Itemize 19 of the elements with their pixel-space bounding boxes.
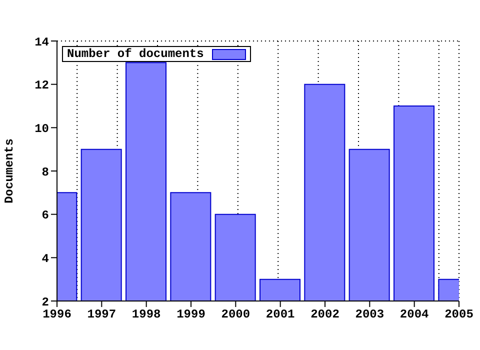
- x-tick-label: 2002: [310, 308, 340, 322]
- y-axis-title: Documents: [2, 138, 16, 204]
- y-tick-label: 12: [34, 78, 49, 93]
- x-tick-label: 2004: [400, 308, 429, 322]
- y-tick-label: 10: [34, 122, 49, 136]
- y-tick-label: 4: [42, 252, 49, 266]
- x-tick-label: 2003: [355, 308, 384, 322]
- x-tick-label: 2005: [444, 308, 474, 322]
- x-tick-label: 2000: [221, 308, 250, 322]
- y-tick-label: 8: [42, 165, 49, 180]
- y-tick-label: 2: [42, 295, 49, 310]
- x-tick-label: 1997: [87, 308, 116, 322]
- x-tick-label: 2001: [266, 308, 295, 322]
- legend-label: Number of documents: [67, 47, 204, 61]
- y-tick-label: 14: [34, 35, 49, 50]
- x-tick-label: 1999: [176, 308, 206, 322]
- x-tick-label: 1996: [42, 308, 72, 322]
- x-tick-label: 1998: [132, 308, 161, 322]
- y-tick-label: 6: [42, 208, 49, 223]
